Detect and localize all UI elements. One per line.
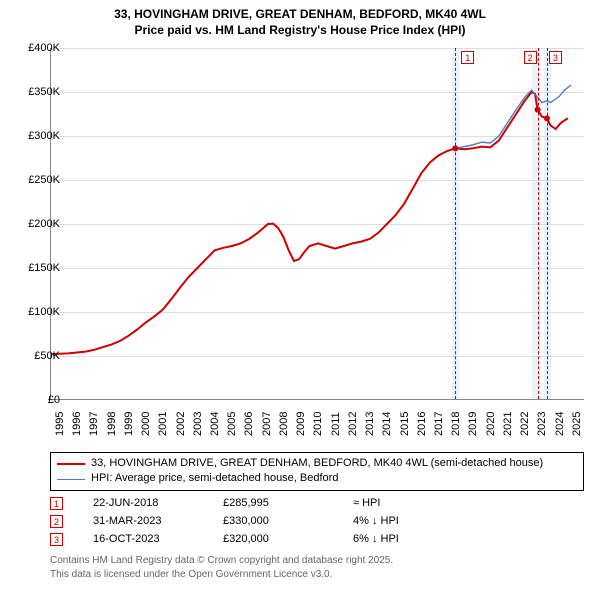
- x-tick-label: 2001: [157, 412, 169, 436]
- x-tick-label: 2008: [278, 412, 290, 436]
- transaction-price: £330,000: [223, 515, 353, 527]
- transaction-ref: 2: [50, 515, 63, 528]
- x-tick-label: 2006: [243, 412, 255, 436]
- ref-line: [547, 48, 548, 399]
- x-tick-label: 2014: [381, 412, 393, 436]
- x-tick-label: 2010: [312, 412, 324, 436]
- x-tick-label: 2022: [519, 412, 531, 436]
- x-tick-label: 1997: [88, 412, 100, 436]
- transactions-table: 1 22-JUN-2018£285,995≈ HPI 2 31-MAR-2023£33…: [50, 494, 584, 548]
- x-tick-label: 2013: [364, 412, 376, 436]
- chart-title: 33, HOVINGHAM DRIVE, GREAT DENHAM, BEDFO…: [0, 0, 600, 38]
- transaction-row: 1 22-JUN-2018£285,995≈ HPI: [50, 494, 584, 512]
- legend-label: 33, HOVINGHAM DRIVE, GREAT DENHAM, BEDFO…: [91, 456, 543, 471]
- legend-row: HPI: Average price, semi-detached house,…: [57, 471, 577, 486]
- transaction-row: 2 31-MAR-2023£330,0004% ↓ HPI: [50, 512, 584, 530]
- y-tick-label: £350K: [10, 86, 60, 98]
- x-tick-label: 1996: [71, 412, 83, 436]
- y-tick-label: £200K: [10, 218, 60, 230]
- x-tick-label: 2019: [467, 412, 479, 436]
- x-tick-label: 2024: [554, 412, 566, 436]
- legend-row: 33, HOVINGHAM DRIVE, GREAT DENHAM, BEDFO…: [57, 456, 577, 471]
- x-tick-label: 2004: [209, 412, 221, 436]
- ref-line: [538, 48, 539, 399]
- x-tick-label: 2009: [295, 412, 307, 436]
- x-tick-label: 2002: [175, 412, 187, 436]
- ref-marker-box: 2: [524, 51, 537, 64]
- transaction-ref: 3: [50, 533, 63, 546]
- transaction-date: 31-MAR-2023: [93, 515, 223, 527]
- x-tick-label: 2007: [261, 412, 273, 436]
- transaction-price: £320,000: [223, 533, 353, 545]
- x-tick-label: 2005: [226, 412, 238, 436]
- legend-label: HPI: Average price, semi-detached house,…: [91, 471, 338, 486]
- transaction-diff: ≈ HPI: [353, 497, 584, 509]
- chart-svg: [51, 48, 584, 399]
- y-tick-label: £0: [10, 394, 60, 406]
- transaction-price: £285,995: [223, 497, 353, 509]
- x-tick-label: 2025: [571, 412, 583, 436]
- transaction-ref: 1: [50, 497, 63, 510]
- x-tick-label: 2016: [416, 412, 428, 436]
- footer-line2: This data is licensed under the Open Gov…: [50, 568, 584, 582]
- ref-marker-box: 1: [461, 51, 474, 64]
- transaction-diff: 6% ↓ HPI: [353, 533, 584, 545]
- transaction-row: 3 16-OCT-2023£320,0006% ↓ HPI: [50, 530, 584, 548]
- x-tick-label: 1998: [106, 412, 118, 436]
- x-tick-label: 1995: [54, 412, 66, 436]
- chart-plot-area: 1 23: [50, 48, 584, 400]
- transaction-date: 22-JUN-2018: [93, 497, 223, 509]
- y-tick-label: £50K: [10, 350, 60, 362]
- series-main-line: [51, 92, 568, 354]
- x-tick-label: 2003: [192, 412, 204, 436]
- title-line1: 33, HOVINGHAM DRIVE, GREAT DENHAM, BEDFO…: [0, 6, 600, 22]
- legend: 33, HOVINGHAM DRIVE, GREAT DENHAM, BEDFO…: [50, 452, 584, 491]
- transaction-diff: 4% ↓ HPI: [353, 515, 584, 527]
- transaction-date: 16-OCT-2023: [93, 533, 223, 545]
- x-tick-label: 1999: [123, 412, 135, 436]
- y-tick-label: £400K: [10, 42, 60, 54]
- y-tick-label: £300K: [10, 130, 60, 142]
- x-tick-label: 2023: [536, 412, 548, 436]
- y-tick-label: £250K: [10, 174, 60, 186]
- legend-swatch: [57, 463, 85, 465]
- title-line2: Price paid vs. HM Land Registry's House …: [0, 22, 600, 38]
- x-tick-label: 2017: [433, 412, 445, 436]
- footer-attribution: Contains HM Land Registry data © Crown c…: [50, 554, 584, 581]
- x-tick-label: 2020: [485, 412, 497, 436]
- y-tick-label: £100K: [10, 306, 60, 318]
- x-tick-label: 2012: [347, 412, 359, 436]
- x-tick-label: 2021: [502, 412, 514, 436]
- x-tick-label: 2018: [450, 412, 462, 436]
- ref-line: [455, 48, 456, 399]
- footer-line1: Contains HM Land Registry data © Crown c…: [50, 554, 584, 568]
- legend-swatch: [57, 479, 85, 480]
- x-tick-label: 2000: [140, 412, 152, 436]
- x-tick-label: 2015: [399, 412, 411, 436]
- x-tick-label: 2011: [330, 412, 342, 436]
- ref-marker-box: 3: [549, 51, 562, 64]
- y-tick-label: £150K: [10, 262, 60, 274]
